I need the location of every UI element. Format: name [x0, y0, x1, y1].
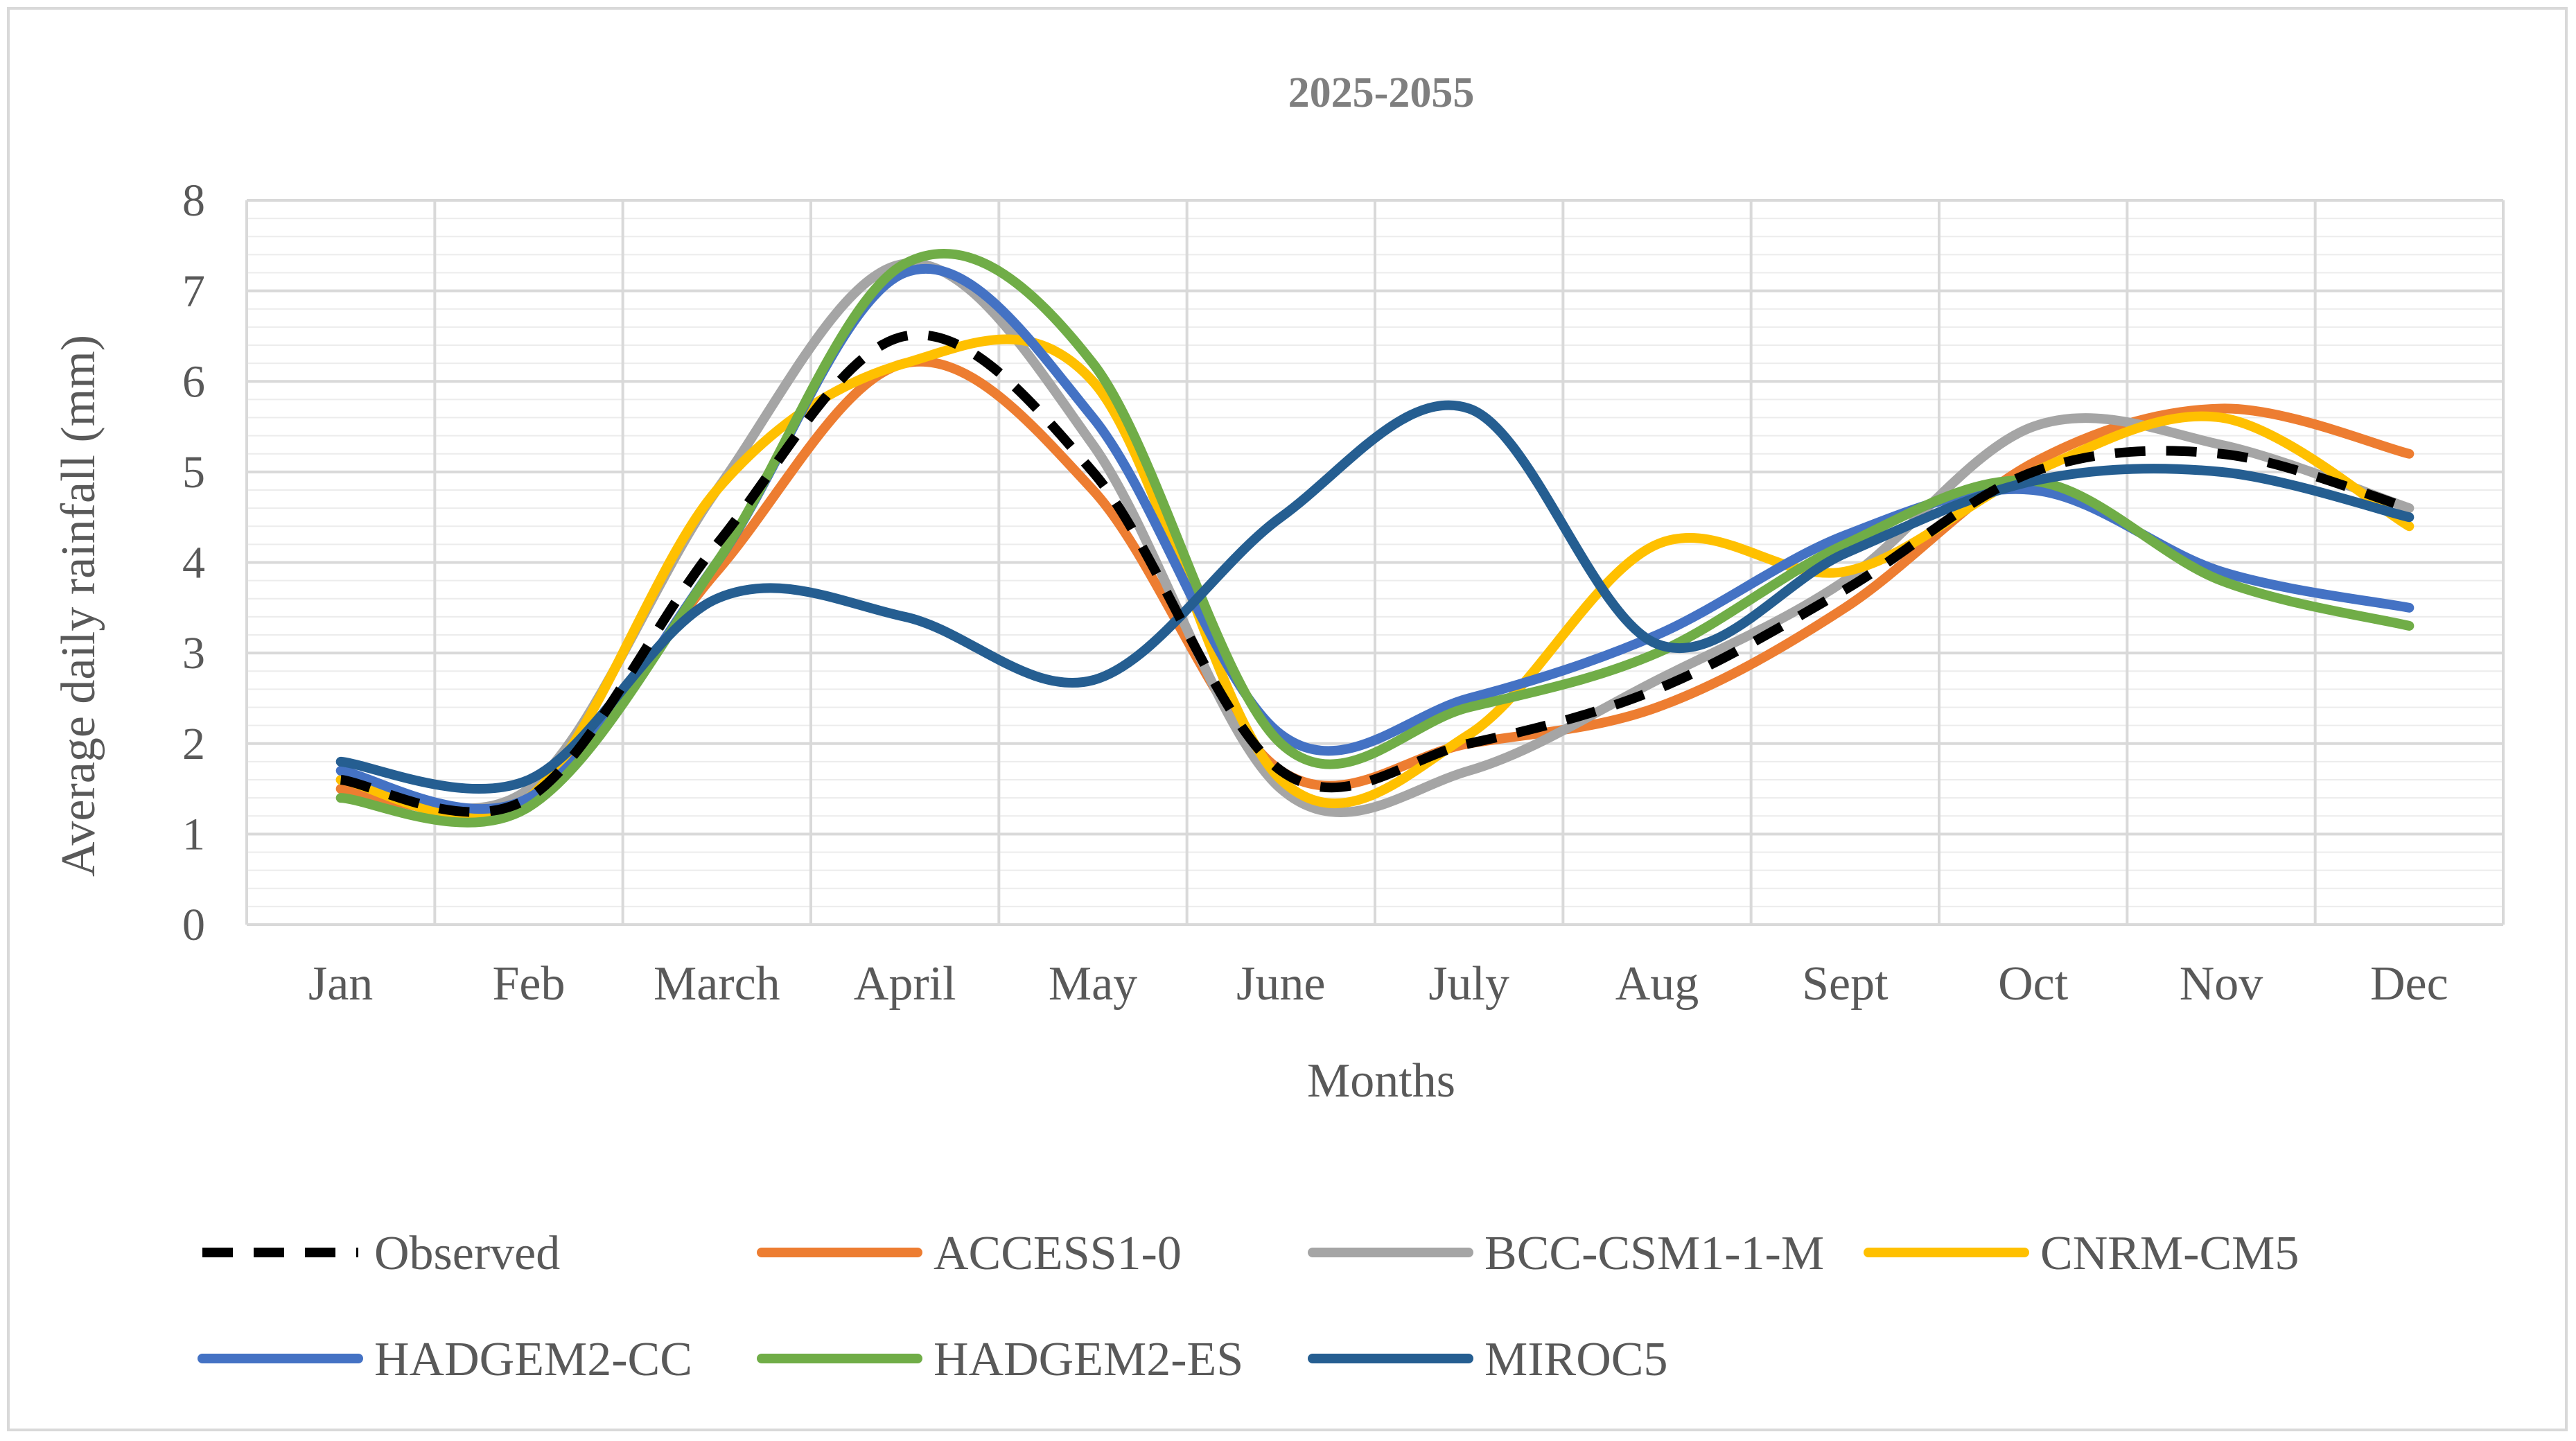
y-axis-label: Average daily rainfall (mm): [52, 335, 105, 877]
y-tick-label: 8: [182, 175, 205, 226]
x-tick-label: Nov: [2180, 957, 2263, 1011]
legend-label-bcc-csm1-1-m: BCC-CSM1-1-M: [1484, 1227, 1824, 1280]
series-lines: [335, 248, 2415, 828]
y-tick-label: 6: [182, 356, 205, 407]
legend-label-hadgem2-es: HADGEM2-ES: [934, 1333, 1243, 1386]
y-tick-label: 7: [182, 266, 205, 317]
x-tick-label: April: [854, 957, 956, 1011]
y-axis-ticks: 0 1 2 3 4 5 6 7 8: [182, 175, 205, 950]
x-axis-label: Months: [1307, 1054, 1455, 1108]
y-tick-label: 0: [182, 900, 205, 950]
legend-label-hadgem2-cc: HADGEM2-CC: [374, 1333, 692, 1386]
x-axis-ticks: Jan Feb March April May June July Aug Sept Oct Nov…: [308, 957, 2448, 1011]
gridlines: [245, 199, 2505, 926]
y-tick-label: 4: [182, 538, 205, 588]
chart-title: 2025-2055: [1288, 69, 1475, 116]
y-tick-label: 2: [182, 719, 205, 769]
x-tick-label: Jan: [308, 957, 373, 1011]
series-line-observed: [340, 330, 2411, 817]
x-tick-label: June: [1236, 957, 1325, 1011]
x-tick-label: Sept: [1802, 957, 1889, 1011]
legend-label-miroc5: MIROC5: [1484, 1333, 1667, 1386]
y-tick-label: 1: [182, 809, 205, 859]
x-tick-label: Feb: [493, 957, 566, 1011]
x-tick-label: Aug: [1615, 957, 1699, 1011]
y-tick-label: 3: [182, 628, 205, 679]
x-tick-label: July: [1428, 957, 1509, 1011]
legend-label-cnrm-cm5: CNRM-CM5: [2040, 1227, 2299, 1280]
legend-label-access1-0: ACCESS1-0: [934, 1227, 1182, 1280]
x-tick-label: Dec: [2370, 957, 2448, 1011]
x-tick-label: Oct: [1998, 957, 2069, 1011]
x-tick-label: May: [1049, 957, 1137, 1011]
y-tick-label: 5: [182, 447, 205, 498]
legend-label-observed: Observed: [374, 1227, 560, 1280]
series-line-miroc5: [335, 400, 2415, 794]
legend: Observed ACCESS1-0 BCC-CSM1-1-M CNRM-CM5 HAD…: [198, 1227, 2299, 1386]
x-tick-label: March: [654, 957, 780, 1011]
